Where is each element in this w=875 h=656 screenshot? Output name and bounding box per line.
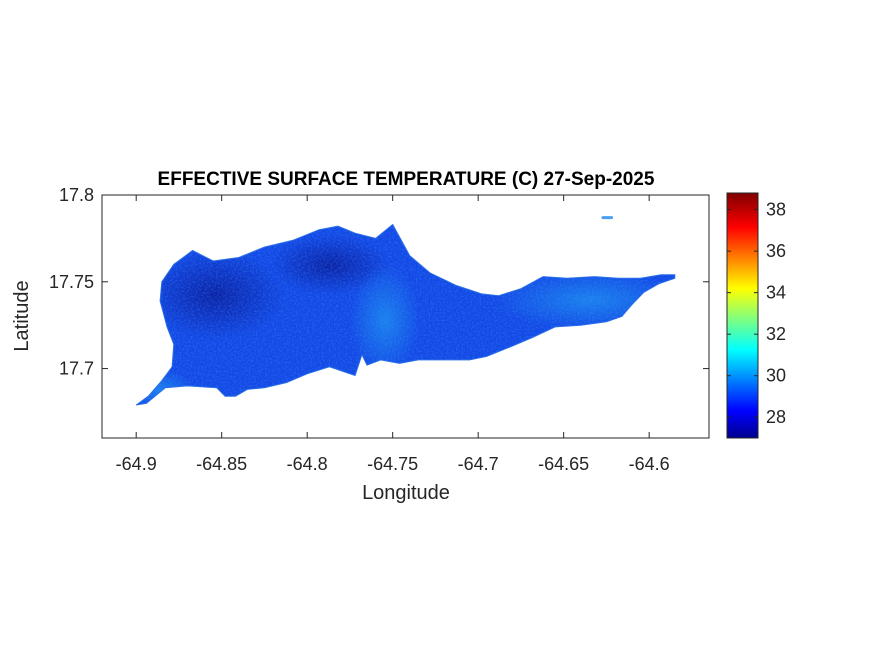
island-coastline	[135, 223, 676, 406]
colorbar-ticks: 28 30 32 34 36 38	[727, 200, 786, 427]
x-axis-label: Longitude	[362, 482, 450, 504]
colorbar-tick-label: 34	[766, 283, 786, 303]
x-axis-ticks: -64.9 -64.85 -64.8 -64.75 -64.7 -64.65 -64.6	[116, 195, 670, 474]
x-tick-label: -64.8	[287, 454, 328, 474]
colorbar-tick-label: 38	[766, 200, 786, 220]
x-tick-label: -64.6	[629, 454, 670, 474]
y-axis-label: Latitude	[11, 280, 33, 351]
x-tick-label: -64.85	[196, 454, 247, 474]
chart-title: EFFECTIVE SURFACE TEMPERATURE (C) 27-Sep…	[158, 169, 655, 190]
x-tick-label: -64.9	[116, 454, 157, 474]
colorbar-tick-label: 36	[766, 241, 786, 261]
x-tick-label: -64.65	[538, 454, 589, 474]
y-tick-label: 17.7	[59, 359, 94, 379]
x-tick-label: -64.7	[458, 454, 499, 474]
colorbar-tick-label: 32	[766, 324, 786, 344]
y-tick-label: 17.75	[49, 272, 94, 292]
y-axis-ticks: 17.7 17.75 17.8	[49, 185, 709, 379]
y-tick-label: 17.8	[59, 185, 94, 205]
x-tick-label: -64.75	[367, 454, 418, 474]
colorbar-tick-label: 30	[766, 366, 786, 386]
colorbar-tick-label: 28	[766, 407, 786, 427]
colorbar	[726, 192, 759, 439]
